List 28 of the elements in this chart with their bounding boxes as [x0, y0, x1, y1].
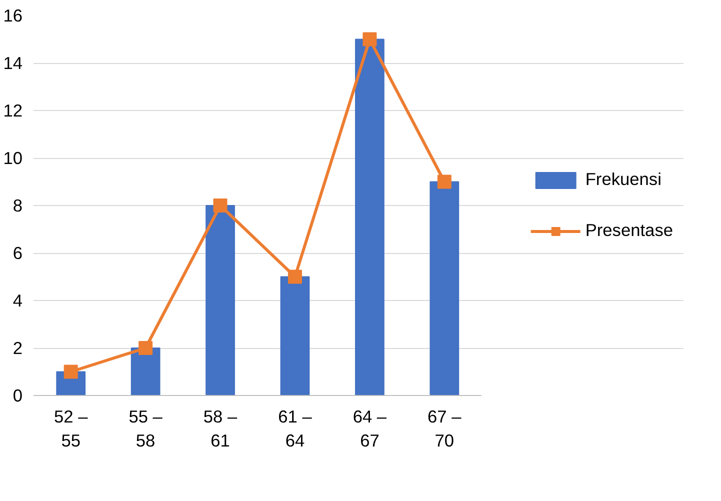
x-tick-label: 52 – 55 [54, 406, 88, 450]
y-tick-label: 2 [12, 338, 23, 358]
x-tick-label: 55 – 58 [128, 406, 163, 450]
bar [206, 205, 235, 396]
point [138, 341, 153, 355]
legend-label: Frekuensi [585, 169, 662, 190]
bar [355, 38, 384, 396]
x-tick-label: 61 – 64 [278, 406, 312, 450]
point [362, 32, 377, 46]
y-tick-label: 6 [12, 243, 23, 263]
point [288, 270, 302, 284]
y-tick-label: 4 [12, 290, 23, 310]
y-tick-label: 8 [12, 196, 23, 216]
y-tick-label: 14 [3, 53, 23, 73]
bar [280, 276, 310, 396]
legend-label: Presentase [585, 220, 673, 241]
y-tick-label: 16 [3, 6, 23, 26]
bar [130, 348, 160, 396]
y-tick-label: 12 [3, 100, 23, 120]
point [64, 364, 78, 379]
point [213, 198, 228, 212]
x-tick-label: 67 – 70 [428, 406, 462, 450]
point [437, 174, 452, 189]
y-tick-label: 0 [12, 386, 23, 406]
x-tick-label: 58 – 61 [203, 406, 238, 450]
y-tick-label: 10 [3, 148, 23, 168]
bar [430, 181, 460, 396]
x-tick-label: 64 – 67 [352, 406, 387, 450]
